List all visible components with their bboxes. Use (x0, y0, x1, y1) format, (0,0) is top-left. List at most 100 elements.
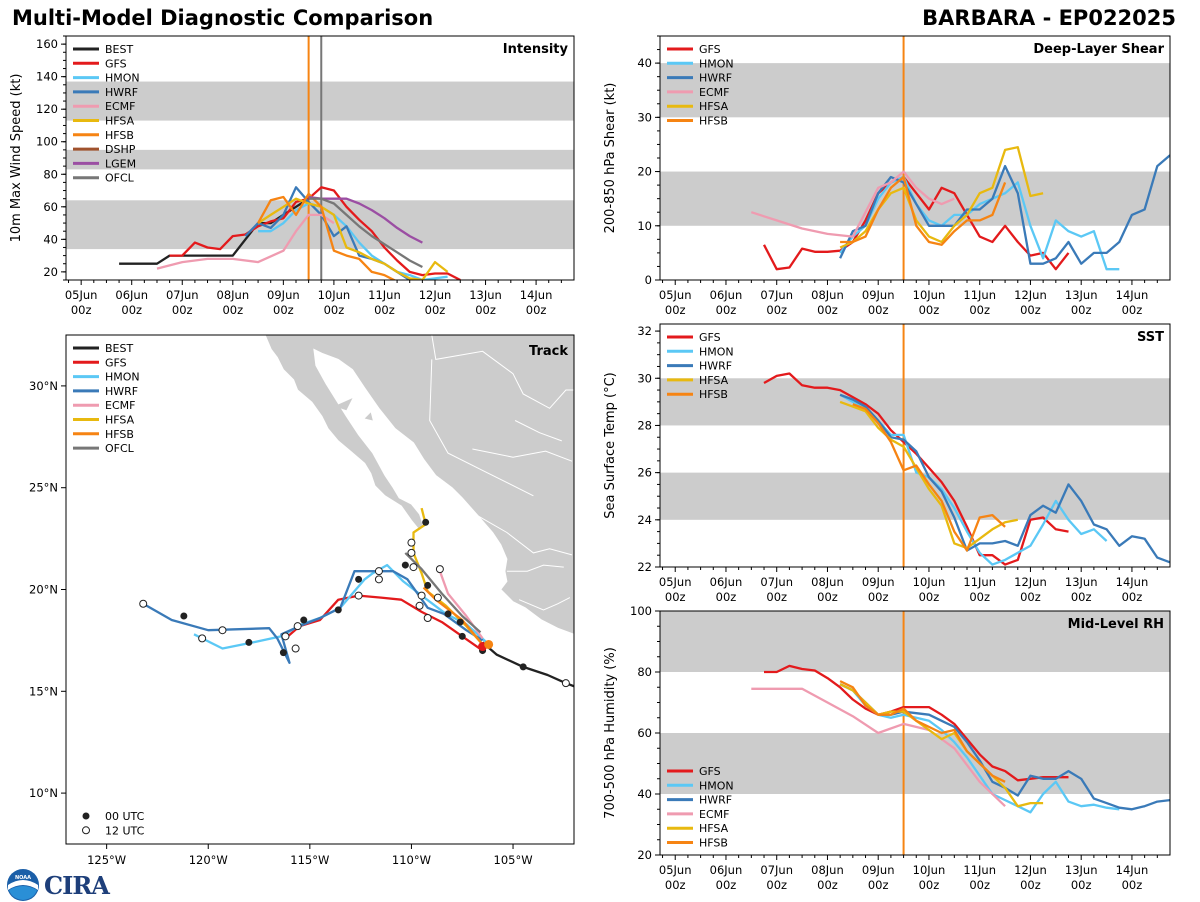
x-tick-label-hour: 00z (475, 303, 496, 317)
legend-label-hfsb: HFSB (105, 129, 134, 142)
x-tick-label-hour: 00z (1122, 878, 1143, 892)
y-tick-label: 32 (637, 324, 652, 338)
legend-label-hwrf: HWRF (105, 86, 138, 99)
track-point-12utc (281, 632, 290, 641)
x-tick-label-date: 10Jun (318, 288, 351, 302)
x-tick-label-date: 07Jun (760, 288, 793, 302)
series-lgem-line (308, 195, 423, 244)
legend-label-hwrf: HWRF (699, 794, 732, 807)
legend-label-hmon: HMON (699, 779, 734, 792)
lon-tick-label: 105°W (494, 853, 533, 867)
legend-label-hwrf: HWRF (699, 72, 732, 85)
track-hwrf-line (142, 570, 484, 664)
track-map: 125°W 120°W 115°W 110°W 105°W 10°N 15°N 20°N 25°… (29, 334, 575, 867)
y-tick-label: 10 (637, 219, 652, 233)
threshold-band-1 (660, 611, 1170, 672)
y-axis-label: 10m Max Wind Speed (kt) (9, 74, 24, 243)
threshold-band-1 (660, 378, 1170, 426)
threshold-band-0 (660, 472, 1170, 520)
x-tick-label-date: 09Jun (267, 288, 300, 302)
plot-area (66, 36, 574, 280)
noaa-logo-icon: NOAA (7, 869, 39, 901)
track-point-00utc (279, 649, 287, 657)
x-tick-label-date: 05Jun (65, 288, 98, 302)
x-tick-label-date: 11Jun (963, 863, 996, 877)
x-tick-label-date: 10Jun (913, 288, 946, 302)
intensity-chart: 2040608010012014016005Jun00z06Jun00z07Ju… (9, 35, 575, 317)
track-point-12utc (561, 679, 570, 688)
shear-chart: 01020304005Jun00z06Jun00z07Jun00z08Jun00… (603, 35, 1171, 317)
legend-label-dshp: DSHP (105, 143, 136, 156)
x-tick-label-date: 09Jun (862, 575, 895, 589)
legend-label-hfsb: HFSB (699, 115, 728, 128)
x-tick-label-hour: 00z (1122, 590, 1143, 604)
x-tick-label-date: 11Jun (368, 288, 401, 302)
island-1 (364, 412, 373, 421)
track-point-12utc (139, 599, 148, 608)
legend-label-ecmf: ECMF (105, 399, 135, 412)
legend-label-hfsa: HFSA (699, 100, 729, 113)
x-tick-label-date: 11Jun (963, 575, 996, 589)
threshold-band-1 (66, 149, 574, 170)
track-point-00utc (422, 518, 430, 526)
legend-label-hfsa: HFSA (105, 414, 135, 427)
figure-title: Multi-Model Diagnostic Comparison (12, 6, 434, 30)
y-tick-label: 60 (637, 726, 652, 740)
panel-title: Deep-Layer Shear (1033, 42, 1164, 57)
track-point-12utc (423, 614, 432, 623)
x-tick-label-date: 13Jun (1065, 288, 1098, 302)
x-tick-label-date: 07Jun (166, 288, 199, 302)
x-tick-label-date: 06Jun (115, 288, 148, 302)
series-hfsb-line (852, 403, 1006, 552)
plot-area (660, 324, 1170, 567)
y-tick-label: 20 (637, 165, 652, 179)
state-border-3 (506, 564, 564, 572)
track-point-12utc (293, 622, 302, 631)
lat-tick-label: 20°N (29, 583, 58, 597)
x-tick-label-hour: 00z (919, 590, 940, 604)
series-hwrf-line (839, 393, 1170, 564)
state-border-2 (478, 515, 573, 556)
track-point-12utc (374, 575, 383, 584)
series-hmon-line (839, 175, 1120, 271)
y-tick-label: 24 (637, 513, 652, 527)
x-tick-label-hour: 00z (425, 303, 446, 317)
x-tick-label-date: 09Jun (862, 288, 895, 302)
track-point-12utc (291, 644, 300, 653)
x-tick-label-hour: 00z (766, 878, 787, 892)
series-best-line (119, 197, 310, 265)
track-point-00utc (245, 638, 253, 646)
legend-marker-label: 12 UTC (105, 824, 145, 837)
x-tick-label-hour: 00z (1071, 303, 1092, 317)
track-point-12utc (417, 591, 426, 600)
y-tick-label: 100 (36, 135, 58, 149)
y-tick-label: 80 (43, 167, 58, 181)
x-tick-label-hour: 00z (817, 878, 838, 892)
track-point-12utc (354, 591, 363, 600)
legend-label-hwrf: HWRF (699, 360, 732, 373)
series-hfsa-line (839, 400, 1019, 550)
x-tick-label-hour: 00z (919, 303, 940, 317)
x-tick-label-hour: 00z (374, 303, 395, 317)
track-point-12utc (374, 567, 383, 576)
legend-label-ecmf: ECMF (699, 808, 729, 821)
x-tick-label-hour: 00z (716, 590, 737, 604)
x-tick-label-date: 08Jun (811, 863, 844, 877)
legend-marker-label: 00 UTC (105, 810, 145, 823)
panel-title: Mid-Level RH (1068, 617, 1164, 632)
y-axis-label: 700-500 hPa Humidity (%) (603, 647, 618, 819)
logo-block: NOAA CIRA (6, 868, 110, 902)
x-tick-label-hour: 00z (222, 303, 243, 317)
series-hfsb-line (840, 175, 1007, 246)
x-tick-label-hour: 00z (969, 303, 990, 317)
series-gfs-line (762, 175, 1070, 271)
lat-tick-label: 30°N (29, 379, 58, 393)
x-tick-label-hour: 00z (868, 590, 889, 604)
x-tick-label-hour: 00z (817, 590, 838, 604)
legend-label-hfsb: HFSB (105, 428, 134, 441)
legend-label-best: BEST (105, 342, 133, 355)
legend-label-hwrf: HWRF (105, 385, 138, 398)
series-ecmf-line (156, 213, 335, 270)
cira-logo-text: CIRA (44, 870, 110, 900)
legend-label-best: BEST (105, 43, 133, 56)
